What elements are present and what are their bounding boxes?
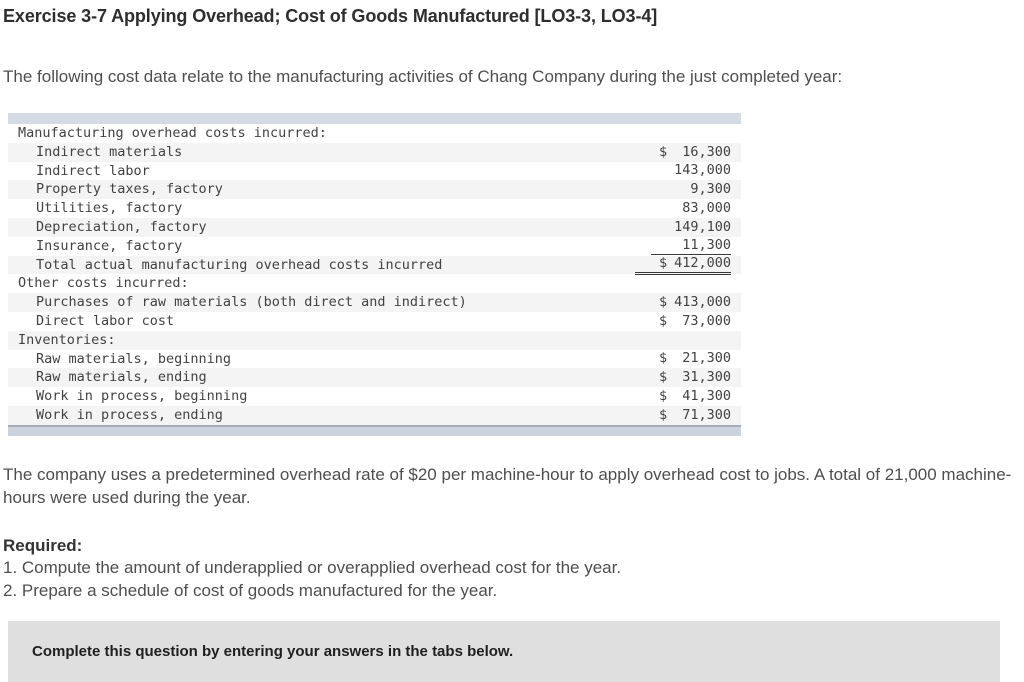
row-label: Total actual manufacturing overhead cost…: [36, 256, 443, 273]
row-amount: $41,300: [659, 388, 731, 405]
table-row-wip-ending: Work in process, ending $71,300: [8, 405, 741, 425]
instruction-text: Complete this question by entering your …: [32, 642, 514, 660]
table-row-inventories-header: Inventories:: [8, 330, 741, 350]
table-row-raw-materials-beginning: Raw materials, beginning $21,300: [8, 350, 741, 369]
table-row-depreciation: Depreciation, factory 149,100: [8, 217, 741, 237]
row-label: Other costs incurred:: [18, 275, 189, 292]
table-row-wip-beginning: Work in process, beginning $41,300: [8, 387, 741, 406]
required-item-1: 1. Compute the amount of underapplied or…: [3, 557, 622, 577]
table-row-direct-labor: Direct labor cost $73,000: [8, 312, 741, 331]
row-label: Inventories:: [18, 331, 116, 348]
row-label: Work in process, ending: [36, 406, 223, 423]
table-row-raw-materials-ending: Raw materials, ending $31,300: [8, 368, 741, 388]
row-label: Manufacturing overhead costs incurred:: [18, 125, 327, 141]
overhead-rate-paragraph: The company uses a predetermined overhea…: [3, 464, 1012, 507]
row-label: Raw materials, ending: [36, 369, 207, 386]
row-amount: $71,300: [659, 406, 731, 423]
row-amount: [651, 125, 731, 142]
table-row-total-overhead: Total actual manufacturing overhead cost…: [8, 255, 741, 275]
row-label: Direct labor cost: [36, 312, 175, 329]
row-amount: $16,300: [659, 143, 731, 160]
intro-text: The following cost data relate to the ma…: [3, 67, 843, 86]
row-label: Indirect labor: [36, 162, 150, 179]
row-label: Depreciation, factory: [36, 218, 207, 235]
row-amount: $412,000: [635, 255, 731, 275]
table-bottom-bar: [8, 424, 741, 436]
row-label: Property taxes, factory: [36, 181, 223, 198]
row-amount: 143,000: [674, 162, 731, 179]
row-label: Purchases of raw materials (both direct …: [36, 294, 467, 311]
row-amount: [651, 275, 731, 292]
row-label: Utilities, factory: [36, 200, 183, 217]
table-row-raw-material-purchases: Purchases of raw materials (both direct …: [8, 293, 741, 312]
row-amount: 9,300: [690, 181, 731, 198]
row-amount: $31,300: [659, 369, 731, 386]
page-title: Exercise 3-7 Applying Overhead; Cost of …: [3, 6, 658, 26]
row-label: Work in process, beginning: [36, 388, 248, 405]
table-row-mfg-overhead-header: Manufacturing overhead costs incurred:: [8, 124, 741, 143]
table-row-indirect-labor: Indirect labor 143,000: [8, 162, 741, 181]
table-row-property-taxes: Property taxes, factory 9,300: [8, 180, 741, 200]
table-row-indirect-materials: Indirect materials $16,300: [8, 142, 741, 162]
row-label: Raw materials, beginning: [36, 350, 232, 367]
row-amount: $73,000: [659, 312, 731, 329]
required-item-2: 2. Prepare a schedule of cost of goods m…: [3, 580, 498, 600]
row-amount: 11,300: [651, 237, 731, 256]
table-row-other-costs-header: Other costs incurred:: [8, 274, 741, 293]
table-top-bar: [8, 113, 741, 124]
row-amount: 149,100: [674, 218, 731, 235]
row-amount: $21,300: [659, 350, 731, 367]
required-label: Required:: [3, 535, 83, 555]
table-row-utilities: Utilities, factory 83,000: [8, 199, 741, 218]
row-amount: [651, 332, 731, 349]
row-label: Indirect materials: [36, 143, 183, 160]
instruction-box: Complete this question by entering your …: [8, 620, 1000, 682]
row-amount: $413,000: [659, 294, 731, 311]
row-label: Insurance, factory: [36, 237, 183, 254]
table-row-insurance: Insurance, factory 11,300: [8, 237, 741, 256]
row-amount: 83,000: [682, 200, 731, 217]
table-body: Manufacturing overhead costs incurred: I…: [8, 124, 741, 425]
cost-data-table: Manufacturing overhead costs incurred: I…: [8, 113, 741, 436]
